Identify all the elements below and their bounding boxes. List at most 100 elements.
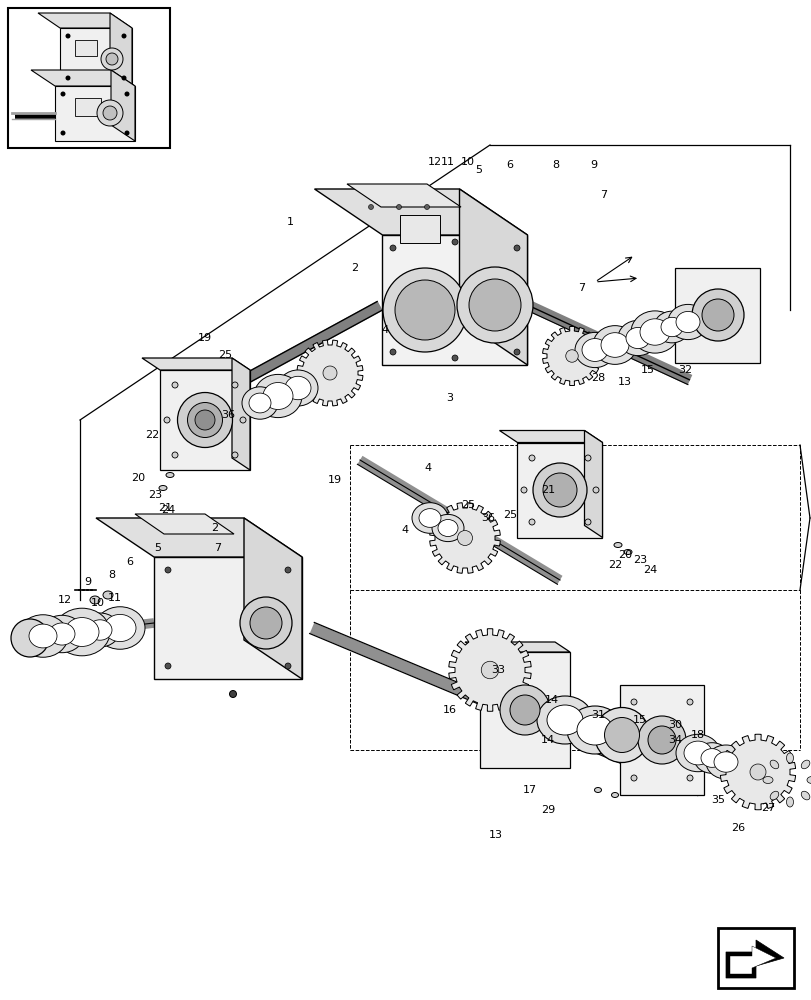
Text: 4: 4: [424, 463, 431, 473]
Text: 11: 11: [440, 157, 454, 167]
Ellipse shape: [521, 487, 526, 493]
Ellipse shape: [702, 299, 733, 331]
Ellipse shape: [61, 131, 66, 136]
Text: 2: 2: [351, 263, 358, 273]
Text: 18: 18: [690, 730, 704, 740]
Ellipse shape: [165, 567, 171, 573]
Text: 35: 35: [710, 795, 724, 805]
Text: 7: 7: [577, 283, 585, 293]
Ellipse shape: [242, 387, 277, 419]
Ellipse shape: [230, 690, 236, 698]
Text: 21: 21: [540, 485, 555, 495]
Text: 31: 31: [590, 710, 604, 720]
Polygon shape: [297, 340, 363, 406]
Ellipse shape: [80, 613, 120, 647]
Ellipse shape: [749, 764, 765, 780]
Text: 17: 17: [522, 785, 536, 795]
Ellipse shape: [431, 514, 463, 542]
Ellipse shape: [285, 567, 290, 573]
Ellipse shape: [418, 509, 440, 527]
Ellipse shape: [411, 503, 448, 533]
Ellipse shape: [713, 752, 737, 772]
Ellipse shape: [285, 663, 290, 669]
Ellipse shape: [122, 34, 127, 39]
Ellipse shape: [667, 304, 707, 340]
Ellipse shape: [29, 624, 57, 648]
Ellipse shape: [611, 792, 618, 797]
Ellipse shape: [389, 245, 396, 251]
Ellipse shape: [705, 745, 745, 779]
Ellipse shape: [700, 749, 722, 767]
Polygon shape: [154, 557, 302, 679]
Polygon shape: [55, 86, 135, 141]
Bar: [75, 40, 97, 56]
Text: 22: 22: [607, 560, 621, 570]
Text: 6: 6: [506, 160, 513, 170]
Ellipse shape: [165, 473, 174, 478]
Bar: [717, 928, 793, 988]
Polygon shape: [465, 642, 569, 652]
Text: 22: 22: [144, 430, 159, 440]
Polygon shape: [675, 267, 760, 362]
Ellipse shape: [124, 92, 129, 97]
Text: 5: 5: [475, 165, 482, 175]
Polygon shape: [620, 685, 703, 795]
Ellipse shape: [368, 205, 373, 210]
Text: 28: 28: [590, 373, 604, 383]
Ellipse shape: [124, 131, 129, 136]
Polygon shape: [96, 518, 302, 557]
Text: 25: 25: [461, 500, 474, 510]
Ellipse shape: [396, 205, 401, 210]
Ellipse shape: [600, 333, 629, 357]
Text: 10: 10: [461, 157, 474, 167]
Polygon shape: [60, 28, 132, 86]
Text: 10: 10: [91, 598, 105, 608]
Ellipse shape: [54, 608, 109, 656]
Text: 11: 11: [108, 593, 122, 603]
Ellipse shape: [574, 332, 614, 368]
Ellipse shape: [424, 205, 429, 210]
Ellipse shape: [762, 776, 772, 783]
Ellipse shape: [172, 452, 178, 458]
Ellipse shape: [592, 326, 636, 364]
Ellipse shape: [250, 607, 281, 639]
Ellipse shape: [232, 382, 238, 388]
Ellipse shape: [49, 623, 75, 645]
Ellipse shape: [394, 280, 454, 340]
Ellipse shape: [101, 48, 122, 70]
Ellipse shape: [106, 53, 118, 65]
Ellipse shape: [653, 311, 689, 343]
Ellipse shape: [566, 706, 622, 754]
Ellipse shape: [500, 685, 549, 735]
Text: 27: 27: [760, 803, 775, 813]
Polygon shape: [459, 189, 527, 365]
Ellipse shape: [195, 410, 215, 430]
Ellipse shape: [786, 753, 792, 763]
Ellipse shape: [536, 696, 592, 744]
Ellipse shape: [647, 726, 676, 754]
Ellipse shape: [61, 92, 66, 97]
Ellipse shape: [90, 596, 100, 604]
Polygon shape: [314, 189, 527, 235]
Ellipse shape: [240, 417, 246, 423]
Polygon shape: [429, 503, 500, 573]
Text: 8: 8: [109, 570, 115, 580]
Text: 12: 12: [58, 595, 72, 605]
Ellipse shape: [691, 289, 743, 341]
Ellipse shape: [769, 760, 778, 769]
Bar: [75, 98, 101, 116]
Ellipse shape: [240, 597, 292, 649]
Ellipse shape: [65, 618, 99, 646]
Text: 9: 9: [84, 577, 92, 587]
Ellipse shape: [630, 699, 636, 705]
Ellipse shape: [97, 100, 122, 126]
Ellipse shape: [800, 791, 809, 800]
Text: 14: 14: [544, 695, 559, 705]
Text: 8: 8: [551, 160, 559, 170]
Bar: [8, 8, 169, 148]
Ellipse shape: [457, 267, 532, 343]
Ellipse shape: [95, 607, 145, 649]
Ellipse shape: [683, 741, 711, 765]
Ellipse shape: [617, 320, 657, 356]
Ellipse shape: [594, 708, 649, 762]
